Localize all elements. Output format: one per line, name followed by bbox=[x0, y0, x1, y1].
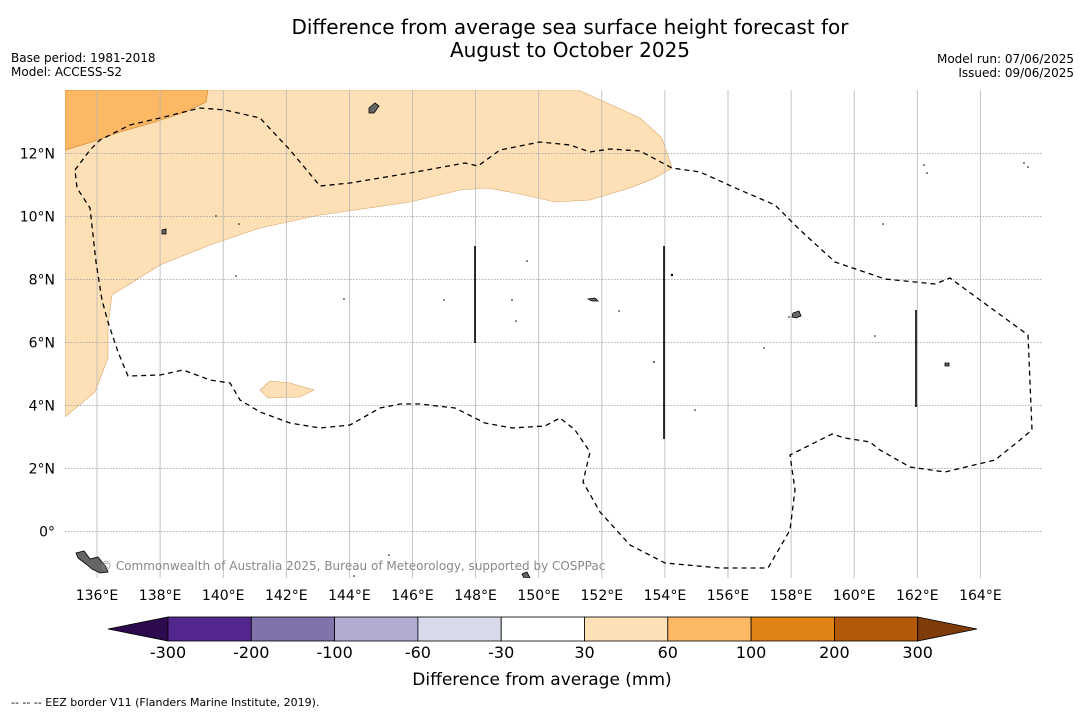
latitude-labels: 12°N 10°N 8°N 6°N 4°N 2°N 0° bbox=[20, 147, 55, 541]
island-kosrae bbox=[944, 362, 950, 367]
atoll-dot bbox=[238, 223, 240, 225]
colorbar-tick-label: 60 bbox=[658, 643, 678, 662]
longitude-label: 146°E bbox=[391, 588, 434, 604]
colorbar-tick-label: -300 bbox=[150, 643, 186, 662]
colorbar-bin bbox=[417, 616, 502, 642]
colorbar-bin bbox=[584, 616, 669, 642]
base-period-text: Base period: 1981-2018 bbox=[11, 51, 156, 65]
atoll-dot bbox=[1023, 162, 1025, 164]
longitude-labels: 136°E 138°E 140°E 142°E 144°E 146°E 148°E 150°E… bbox=[76, 588, 1002, 604]
issued-text: Issued: 09/06/2025 bbox=[958, 66, 1074, 80]
atoll-dot bbox=[353, 575, 355, 577]
colorbar-bin bbox=[334, 616, 419, 642]
title-line-2: August to October 2025 bbox=[450, 38, 690, 62]
colorbar-tick-label: -200 bbox=[233, 643, 269, 662]
longitude-label: 150°E bbox=[517, 588, 560, 604]
island-chuuk bbox=[586, 297, 599, 302]
colorbar-bin bbox=[500, 616, 585, 642]
atoll-dot bbox=[215, 215, 217, 217]
atoll-dot bbox=[926, 172, 928, 174]
island-yap bbox=[368, 102, 380, 114]
longitude-label: 140°E bbox=[202, 588, 245, 604]
latitude-label: 4°N bbox=[29, 399, 55, 415]
model-text: Model: ACCESS-S2 bbox=[11, 65, 122, 79]
atoll-dot bbox=[511, 299, 513, 301]
colorbar-title: Difference from average (mm) bbox=[412, 670, 671, 690]
longitude-label: 144°E bbox=[328, 588, 371, 604]
island-pohnpei bbox=[791, 310, 802, 319]
longitude-label: 158°E bbox=[770, 588, 813, 604]
atoll-dot bbox=[882, 223, 884, 225]
longitude-label: 156°E bbox=[707, 588, 750, 604]
longitude-label: 142°E bbox=[265, 588, 308, 604]
atoll-dot bbox=[874, 335, 876, 337]
eez-border bbox=[74, 107, 1033, 569]
island-small-1 bbox=[161, 228, 167, 235]
colorbar-extend-high bbox=[917, 616, 978, 642]
model-run-text: Model run: 07/06/2025 bbox=[937, 52, 1074, 66]
colorbar-tick-label: -30 bbox=[488, 643, 514, 662]
atolls bbox=[215, 162, 1029, 577]
eez-footnote: -- -- -- EEZ border V11 (Flanders Marine… bbox=[11, 696, 319, 709]
latitude-gridlines bbox=[65, 153, 1042, 532]
atoll-dot bbox=[670, 273, 674, 277]
atoll-dot bbox=[443, 299, 445, 301]
atoll-dot bbox=[526, 260, 528, 262]
islands bbox=[75, 102, 950, 578]
island-new-guinea-coast bbox=[75, 550, 109, 574]
longitude-label: 136°E bbox=[76, 588, 119, 604]
colorbar-bin bbox=[167, 616, 252, 642]
longitude-label: 162°E bbox=[896, 588, 939, 604]
longitude-label: 152°E bbox=[581, 588, 624, 604]
atoll-dot bbox=[515, 320, 517, 322]
colorbar-bin bbox=[750, 616, 835, 642]
island-manus bbox=[521, 571, 531, 578]
longitude-label: 164°E bbox=[959, 588, 1002, 604]
colorbar-extend-low bbox=[107, 616, 169, 642]
atoll-dot bbox=[388, 554, 390, 556]
atoll-dot bbox=[788, 316, 790, 318]
colorbar-bin bbox=[834, 616, 919, 642]
colorbar-tick-label: 30 bbox=[574, 643, 594, 662]
map-area bbox=[65, 90, 1042, 578]
colorbar-tick-labels: -300 -200 -100 -60 -30 30 60 100 200 300 bbox=[150, 643, 933, 662]
title-line-1: Difference from average sea surface heig… bbox=[291, 15, 849, 39]
colorbar-tick-label: 100 bbox=[736, 643, 767, 662]
copyright-credit: © Commonwealth of Australia 2025, Bureau… bbox=[100, 559, 605, 573]
atoll-dot bbox=[343, 298, 345, 300]
colorbar-tick-label: -100 bbox=[316, 643, 352, 662]
longitude-gridlines bbox=[96, 90, 981, 578]
colorbar-tick-label: 300 bbox=[902, 643, 933, 662]
longitude-label: 154°E bbox=[644, 588, 687, 604]
latitude-label: 6°N bbox=[29, 336, 55, 352]
atoll-dot bbox=[763, 347, 765, 349]
atoll-dot bbox=[653, 361, 655, 363]
colorbar-tick-label: 200 bbox=[819, 643, 850, 662]
colorbar-bin bbox=[667, 616, 752, 642]
latitude-label: 10°N bbox=[20, 210, 55, 226]
colorbar bbox=[107, 616, 978, 642]
anomaly-patch-small bbox=[259, 380, 315, 399]
longitude-label: 148°E bbox=[454, 588, 497, 604]
latitude-label: 8°N bbox=[29, 273, 55, 289]
atoll-dot bbox=[618, 310, 620, 312]
latitude-label: 2°N bbox=[29, 462, 55, 478]
anomaly-region-60-100 bbox=[65, 90, 209, 151]
anomaly-region-30-60 bbox=[65, 90, 673, 418]
colorbar-tick-label: -60 bbox=[405, 643, 431, 662]
latitude-label: 0° bbox=[39, 525, 55, 541]
atoll-dot bbox=[923, 164, 925, 166]
atoll-dot bbox=[235, 275, 237, 277]
longitude-label: 138°E bbox=[139, 588, 182, 604]
atoll-dot bbox=[694, 409, 696, 411]
atoll-dot bbox=[1027, 166, 1029, 168]
colorbar-bin bbox=[250, 616, 336, 642]
longitude-label: 160°E bbox=[833, 588, 876, 604]
latitude-label: 12°N bbox=[20, 147, 55, 163]
